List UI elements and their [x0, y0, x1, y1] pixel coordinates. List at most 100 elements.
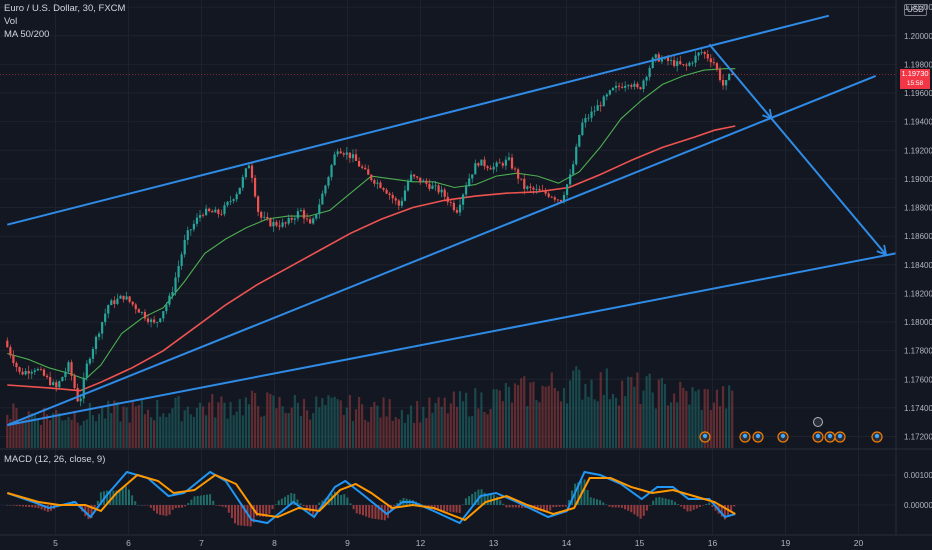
- candle-body: [679, 61, 682, 65]
- candle-body: [676, 61, 679, 66]
- time-tick-label: 14: [562, 538, 572, 548]
- candle-body: [315, 214, 318, 219]
- macd-hist-bar: [468, 496, 471, 505]
- volume-bar: [339, 400, 342, 448]
- volume-bar: [27, 411, 30, 448]
- candle-body: [468, 178, 471, 187]
- volume-bar: [621, 380, 624, 448]
- candle-body: [223, 205, 226, 215]
- macd-hist-bar: [446, 505, 449, 512]
- volume-bar: [140, 400, 143, 448]
- macd-hist-bar: [165, 505, 168, 516]
- candle-body: [611, 87, 615, 91]
- time-tick-label: 9: [345, 538, 350, 548]
- price-tick-label: 1.17400: [904, 404, 932, 413]
- volume-bar: [143, 414, 147, 448]
- event-icon[interactable]: [813, 417, 823, 427]
- ma-legend[interactable]: MA 50/200: [4, 29, 50, 40]
- candle-body: [391, 195, 394, 199]
- macd-hist-bar: [393, 505, 396, 507]
- macd-hist-bar: [255, 505, 258, 517]
- price-tick-label: 1.17200: [904, 433, 932, 442]
- symbol-title[interactable]: Euro / U.S. Dollar, 30, FXCM: [4, 3, 126, 14]
- candle-body: [553, 197, 556, 200]
- volume-bar: [596, 401, 599, 448]
- candle-body: [21, 371, 24, 375]
- event-icon-dot: [780, 433, 786, 439]
- macd-legend[interactable]: MACD (12, 26, close, 9): [4, 454, 106, 465]
- volume-bar: [214, 417, 217, 448]
- candle-body: [648, 67, 651, 77]
- trendline[interactable]: [7, 14, 830, 226]
- candle-body: [97, 333, 101, 337]
- volume-bar: [220, 396, 223, 448]
- volume-bar: [6, 414, 9, 448]
- candle-body: [364, 167, 367, 170]
- volume-bar: [397, 418, 400, 448]
- volume-bar: [452, 391, 455, 448]
- candle-body: [715, 63, 719, 70]
- volume-bar: [648, 373, 651, 448]
- candle-body: [293, 218, 296, 220]
- volume-bar: [180, 421, 183, 448]
- macd-hist-bar: [308, 505, 311, 512]
- macd-hist-bar: [723, 505, 726, 520]
- candle-body: [55, 382, 58, 388]
- candle-body: [348, 152, 351, 159]
- candle-body: [541, 190, 544, 192]
- volume-bar: [523, 376, 526, 448]
- macd-tick-label: 0.00000: [904, 501, 932, 510]
- volume-bar: [238, 399, 241, 448]
- trendline[interactable]: [6, 74, 877, 427]
- candle-body: [131, 301, 134, 305]
- candle-body: [9, 347, 12, 356]
- macd-hist-bar: [221, 505, 224, 507]
- candle-body: [70, 362, 73, 376]
- macd-hist-bar: [134, 501, 137, 505]
- macd-pane: [6, 470, 736, 527]
- macd-hist-bar: [246, 505, 249, 527]
- volume-bar: [64, 420, 67, 448]
- candle-body: [581, 122, 584, 135]
- macd-hist-bar: [514, 505, 517, 508]
- volume-bar: [104, 418, 107, 448]
- currency-badge[interactable]: USD: [904, 4, 927, 16]
- candle-body: [673, 60, 676, 66]
- macd-hist-bar: [667, 499, 670, 505]
- volume-bar: [535, 400, 538, 448]
- candle-body: [605, 94, 608, 97]
- macd-hist-bar: [464, 498, 467, 505]
- candle-body: [198, 215, 202, 218]
- candle-body: [192, 223, 195, 230]
- volume-bar: [73, 411, 76, 448]
- candle-body: [232, 199, 235, 201]
- volume-bar: [177, 395, 180, 448]
- macd-hist-bar: [708, 502, 711, 505]
- event-icon-dot: [755, 433, 761, 439]
- macd-hist-bar: [361, 505, 364, 516]
- time-tick-label: 7: [199, 538, 204, 548]
- volume-bar: [660, 378, 663, 448]
- volume-bar: [70, 419, 73, 448]
- candle-body: [630, 85, 633, 87]
- macd-hist-bar: [181, 505, 184, 508]
- trendline[interactable]: [708, 43, 887, 256]
- time-tick-label: 16: [708, 538, 718, 548]
- volume-bar: [327, 395, 330, 448]
- volume-bar: [229, 402, 232, 448]
- price-tick-label: 1.18000: [904, 318, 932, 327]
- macd-hist-bar: [84, 505, 87, 517]
- volume-bar: [510, 402, 514, 448]
- macd-hist-bar: [283, 496, 286, 505]
- volume-bar: [513, 383, 517, 448]
- trendline[interactable]: [7, 245, 932, 427]
- macd-hist-bar: [268, 505, 271, 514]
- vol-legend[interactable]: Vol: [4, 16, 18, 27]
- macd-hist-bar: [90, 505, 93, 519]
- candle-body: [550, 196, 553, 198]
- volume-bar: [657, 379, 660, 448]
- candle-body: [584, 118, 587, 123]
- candle-body: [409, 174, 413, 182]
